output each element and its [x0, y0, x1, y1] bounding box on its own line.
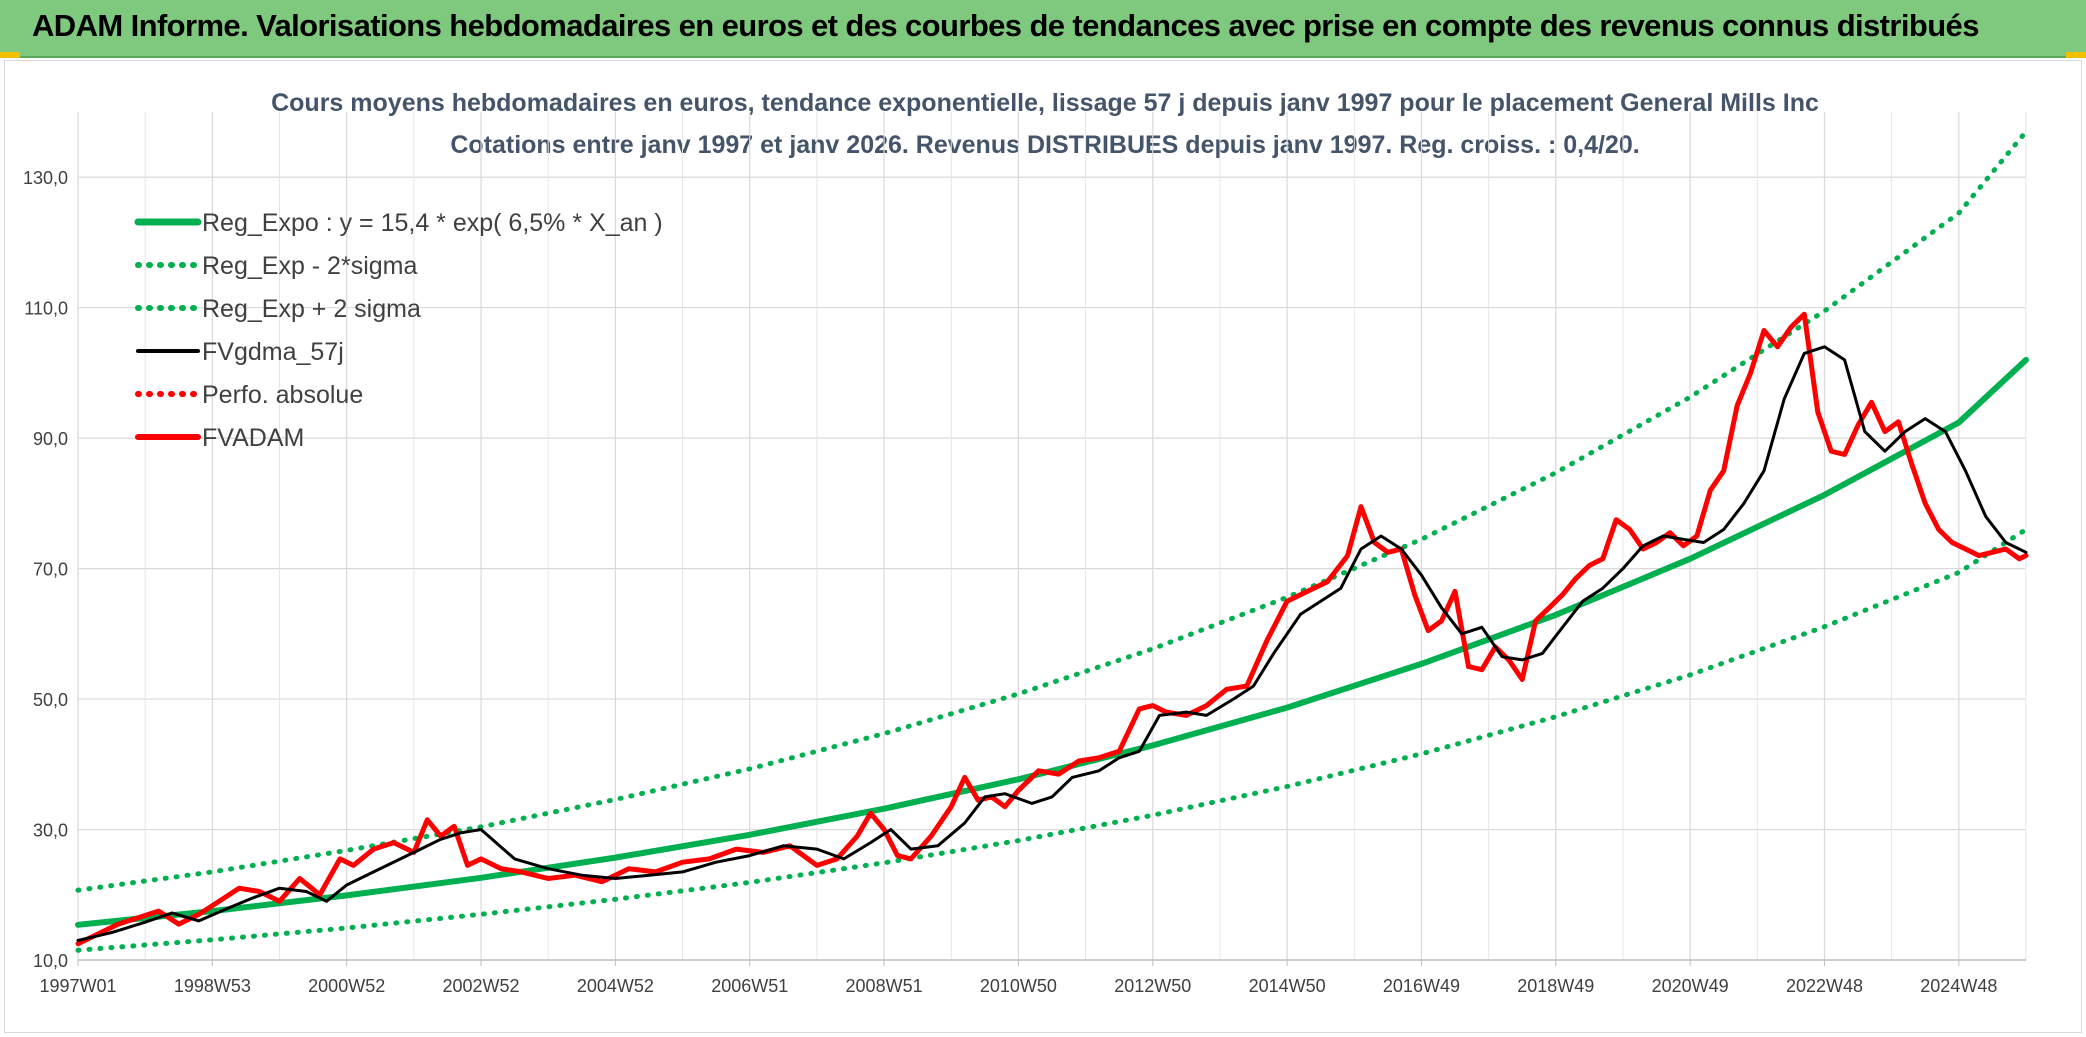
legend: Reg_Expo : y = 15,4 * exp( 6,5% * X_an )… [134, 209, 663, 452]
x-tick-label: 2020W49 [1652, 976, 1729, 996]
chart-title: Cours moyens hebdomadaires en euros, ten… [271, 89, 1819, 117]
x-tick-label: 1998W53 [174, 976, 251, 996]
series-line-2 [75, 129, 2029, 893]
y-tick-label: 30,0 [33, 821, 68, 841]
x-axis: 1997W01 1998W53 2000W52 2002W52 2004W52 2006W… [39, 959, 2026, 996]
y-tick-label: 90,0 [33, 429, 68, 449]
y-axis: 10,0 30,0 50,0 70,0 90,0 110,0 130,0 [23, 168, 68, 971]
chart-subtitle: Cotations entre janv 1997 et janv 2026. … [450, 131, 1639, 159]
series-line-5 [75, 311, 2029, 947]
series-line-3 [76, 345, 2028, 942]
corner-mark-right [2066, 52, 2086, 58]
grid [77, 112, 2027, 961]
legend-label-3: FVgdma_57j [202, 338, 344, 366]
x-tick-label: 2004W52 [577, 976, 654, 996]
y-tick-label: 50,0 [33, 690, 68, 710]
x-tick-label: 2006W51 [711, 976, 788, 996]
legend-label-0: Reg_Expo : y = 15,4 * exp( 6,5% * X_an ) [202, 209, 663, 237]
x-tick-label: 2024W48 [1920, 976, 1997, 996]
legend-label-4: Perfo. absolue [202, 381, 363, 409]
x-tick-label: 2022W48 [1786, 976, 1863, 996]
report-banner: ADAM Informe. Valorisations hebdomadaire… [0, 0, 2086, 58]
x-tick-label: 2002W52 [443, 976, 520, 996]
series-line-0 [75, 356, 2029, 928]
x-tick-label: 2018W49 [1517, 976, 1594, 996]
legend-label-2: Reg_Exp + 2 sigma [202, 295, 421, 323]
y-tick-label: 70,0 [33, 560, 68, 580]
x-tick-label: 1997W01 [39, 976, 116, 996]
x-tick-label: 2016W49 [1383, 976, 1460, 996]
y-tick-label: 110,0 [24, 299, 68, 319]
series-line-1 [75, 527, 2029, 953]
chart-frame [4, 60, 2082, 1033]
x-tick-label: 2008W51 [846, 976, 923, 996]
y-tick-label: 130,0 [23, 168, 68, 188]
y-tick-label: 10,0 [33, 951, 68, 971]
x-tick-label: 2012W50 [1114, 976, 1191, 996]
banner-title: ADAM Informe. Valorisations hebdomadaire… [32, 8, 1979, 43]
x-tick-label: 2010W50 [980, 976, 1057, 996]
legend-label-1: Reg_Exp - 2*sigma [202, 252, 417, 280]
corner-mark-left [0, 52, 20, 58]
x-tick-label: 2000W52 [308, 976, 385, 996]
x-tick-label: 2014W50 [1249, 976, 1326, 996]
series-lines [75, 129, 2029, 953]
legend-label-5: FVADAM [202, 424, 304, 452]
